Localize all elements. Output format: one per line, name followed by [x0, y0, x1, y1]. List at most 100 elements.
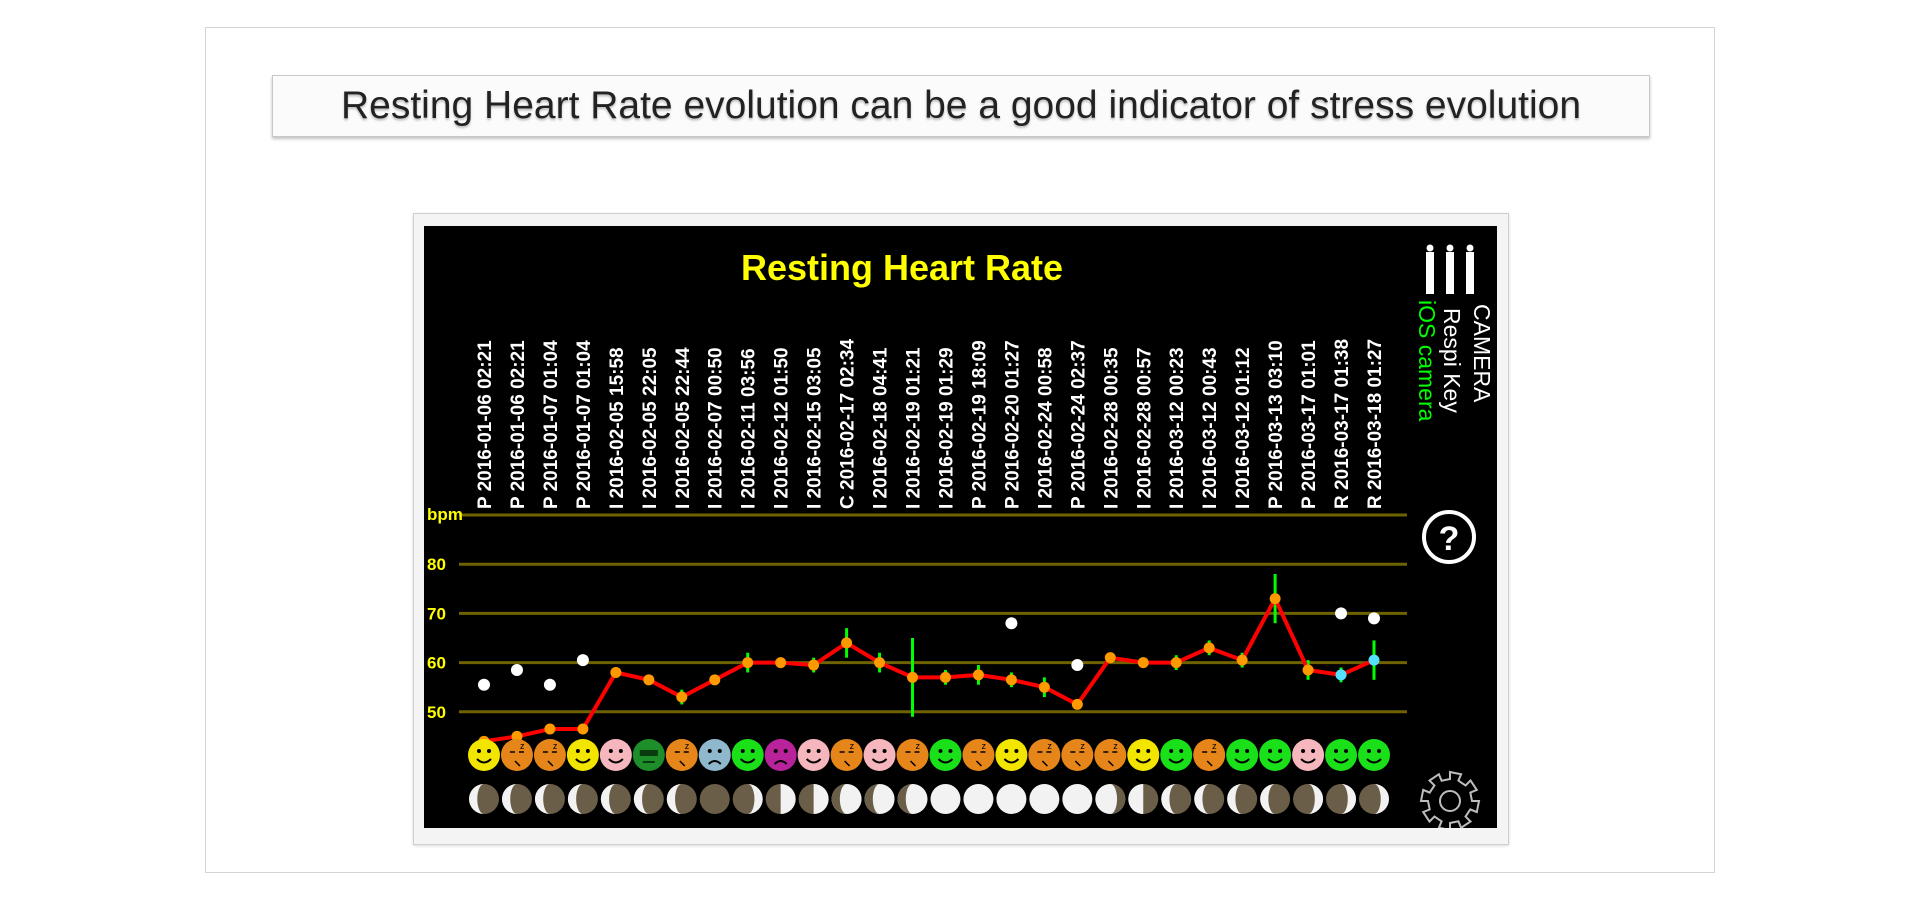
moon-waning-crescent-icon	[1227, 784, 1258, 814]
data-point	[544, 723, 556, 735]
x-tick-label: I 2016-03-12 00:23	[1167, 347, 1188, 509]
reference-point	[478, 678, 490, 691]
x-tick-label: I 2016-03-12 00:43	[1200, 347, 1221, 509]
reference-point	[1071, 659, 1084, 672]
moon-waxing-gibbous-icon	[897, 784, 928, 814]
data-point	[1269, 593, 1281, 605]
moon-full-moon-icon	[1062, 784, 1093, 814]
moon-waxing-gibbous-icon	[864, 784, 895, 814]
data-point	[808, 659, 820, 671]
mood-sleepy-orange-icon: z	[1094, 739, 1127, 771]
x-tick-label: P 2016-01-07 01:04	[574, 340, 595, 509]
mood-sleepy-orange-icon: z	[665, 739, 698, 771]
y-tick-label: 80	[427, 555, 446, 574]
moon-waxing-crescent-icon	[732, 784, 763, 814]
x-tick-label: I 2016-02-24 00:58	[1035, 347, 1056, 509]
moon-first-quarter-icon	[765, 784, 796, 814]
data-point	[775, 657, 787, 669]
moon-waxing-crescent-icon	[1359, 784, 1389, 814]
x-tick-label: I 2016-02-28 00:35	[1101, 347, 1122, 509]
mood-sleepy-orange-icon: z	[962, 739, 995, 771]
mood-happy-yellow-icon	[566, 739, 599, 771]
x-tick-label: I 2016-02-28 00:57	[1134, 347, 1155, 509]
mood-happy-yellow-icon	[1127, 739, 1160, 771]
x-tick-label: R 2016-03-17 01:38	[1332, 339, 1353, 509]
svg-text:z: z	[850, 741, 855, 751]
x-tick-label: I 2016-02-05 15:58	[607, 347, 628, 509]
data-point	[1005, 674, 1017, 686]
legend-respi-key: Respi Key	[1439, 308, 1465, 413]
data-point	[577, 723, 589, 735]
y-tick-label: 60	[427, 654, 446, 673]
mood-happy-yellow-icon	[468, 739, 500, 771]
mood-sleepy-orange-icon: z	[1061, 739, 1094, 771]
data-point	[1236, 654, 1248, 666]
x-tick-label: R 2016-03-18 01:27	[1365, 339, 1386, 509]
moon-waxing-crescent-icon	[1326, 784, 1357, 814]
y-tick-label: 70	[427, 604, 446, 623]
data-point	[643, 674, 655, 686]
bars-logo-icon[interactable]	[1426, 244, 1474, 295]
x-tick-label: P 2016-02-24 02:37	[1068, 340, 1089, 509]
svg-text:z: z	[1113, 741, 1118, 751]
x-tick-label: I 2016-02-05 22:44	[673, 347, 694, 509]
data-point	[907, 671, 919, 683]
app-screen: bpm 80 70 60 50 P 2016-01-06 02:21 P 2016-01-…	[424, 226, 1497, 828]
reference-point	[1368, 612, 1380, 625]
moon-waning-crescent-icon	[1194, 784, 1225, 814]
moon-full-moon-icon	[963, 784, 994, 814]
svg-text:z: z	[1080, 741, 1085, 751]
moon-first-quarter-icon	[798, 784, 829, 814]
reference-point	[510, 663, 523, 676]
data-point	[742, 657, 754, 669]
mood-content-pink-icon	[1292, 739, 1325, 771]
heart-rate-chart: bpm 80 70 60 50 P 2016-01-06 02:21 P 2016-01-…	[427, 244, 1495, 828]
mood-content-pink-icon	[599, 739, 632, 771]
data-point	[1104, 652, 1116, 664]
heart-rate-line	[483, 596, 1375, 744]
x-tick-label: P 2016-02-20 01:27	[1002, 340, 1023, 509]
reference-point	[1005, 617, 1018, 630]
x-tick-label: I 2016-02-18 04:41	[871, 347, 892, 509]
mood-smile-green-icon	[731, 739, 764, 771]
data-point	[676, 691, 688, 703]
moon-waning-gibbous-icon	[1095, 784, 1126, 814]
moon-waxing-gibbous-icon	[831, 784, 862, 814]
y-axis-label: bpm	[427, 505, 463, 524]
legend-camera: CAMERA	[1469, 304, 1495, 403]
chart-title: Resting Heart Rate	[741, 247, 1063, 288]
mood-sleepy-orange-icon: z	[1028, 739, 1061, 771]
x-tick-label: C 2016-02-17 02:34	[838, 339, 859, 509]
svg-text:z: z	[553, 741, 558, 751]
x-tick-label: I 2016-03-12 01:12	[1233, 347, 1254, 509]
moon-full-moon-icon	[996, 784, 1027, 814]
x-tick-label: P 2016-03-13 03:10	[1266, 340, 1287, 509]
x-tick-label: P 2016-01-06 02:21	[508, 340, 529, 509]
svg-text:z: z	[685, 741, 690, 751]
moon-waning-crescent-icon	[600, 784, 631, 814]
x-tick-label: P 2016-01-07 01:04	[541, 340, 562, 509]
data-point	[1170, 657, 1182, 669]
data-point	[1071, 698, 1083, 710]
reference-point	[543, 678, 556, 691]
x-tick-label: P 2016-01-06 02:21	[475, 340, 496, 509]
moon-new-moon-icon	[699, 784, 730, 814]
data-point	[1038, 681, 1050, 693]
x-tick-label: I 2016-02-07 00:50	[706, 347, 727, 509]
mood-smile-green-icon	[1358, 739, 1390, 771]
svg-text:z: z	[1212, 741, 1217, 751]
moon-waning-crescent-icon	[501, 784, 532, 814]
mood-happy-yellow-icon	[995, 739, 1028, 771]
moon-waning-crescent-icon	[469, 784, 499, 814]
settings-gear-icon[interactable]	[1419, 770, 1481, 828]
moon-waxing-crescent-icon	[1293, 784, 1324, 814]
x-tick-label: I 2016-02-12 01:50	[772, 347, 793, 509]
svg-text:z: z	[916, 741, 921, 751]
moon-waning-crescent-icon	[666, 784, 697, 814]
reference-point	[576, 654, 589, 667]
legend-ios-camera: iOS camera	[1414, 300, 1440, 422]
mood-smile-green-icon	[1259, 739, 1292, 771]
slide-headline-box: Resting Heart Rate evolution can be a go…	[272, 75, 1650, 137]
moon-waning-crescent-icon	[1260, 784, 1291, 814]
help-icon[interactable]: ?	[1422, 510, 1476, 564]
